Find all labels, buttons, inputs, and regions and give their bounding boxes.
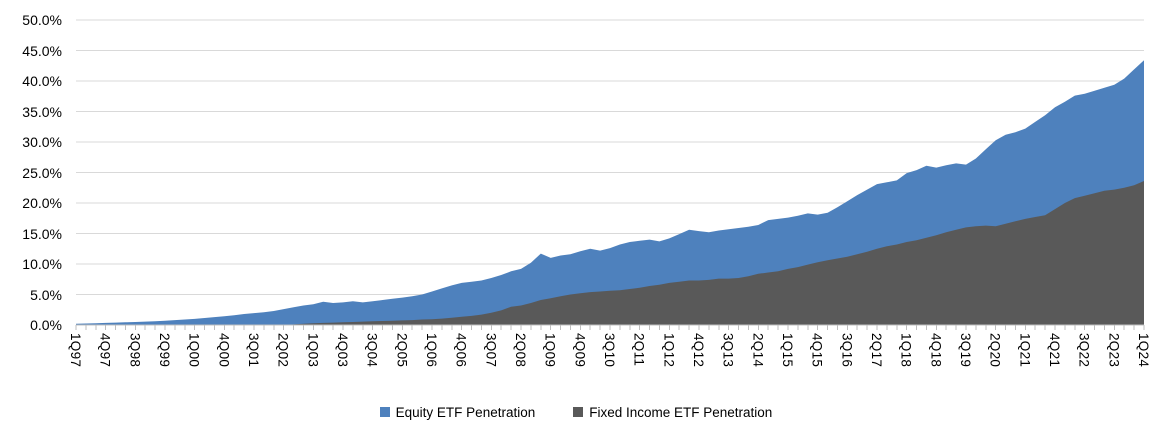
x-axis-tick-label: 4Q21 — [1047, 333, 1062, 368]
x-axis-tick-label: 3Q98 — [127, 333, 143, 368]
x-axis-tick-label: 3Q16 — [839, 333, 855, 368]
y-axis-tick-label: 10.0% — [22, 256, 62, 272]
legend-item-fixed-income: Fixed Income ETF Penetration — [573, 405, 772, 420]
x-axis-tick-label: 3Q01 — [246, 333, 261, 368]
x-axis-tick-label: 2Q17 — [869, 333, 884, 368]
y-axis-tick-label: 45.0% — [22, 42, 62, 59]
x-axis-tick-label: 1Q09 — [542, 333, 558, 368]
y-axis-tick-label: 15.0% — [22, 225, 62, 242]
x-axis-tick-label: 2Q14 — [750, 333, 766, 368]
y-axis-tick-label: 25.0% — [22, 164, 62, 181]
x-axis-tick-label: 3Q19 — [958, 333, 973, 368]
x-axis-tick-label: 4Q15 — [809, 333, 825, 368]
y-axis-tick-label: 30.0% — [22, 134, 62, 150]
x-axis-tick-label: 2Q05 — [394, 333, 410, 368]
x-axis-tick-label: 2Q20 — [987, 333, 1003, 368]
legend-item-equity: Equity ETF Penetration — [379, 404, 536, 420]
x-axis-tick-label: 1Q00 — [186, 333, 202, 368]
y-axis-tick-label: 20.0% — [22, 195, 62, 211]
y-axis-tick-label: 40.0% — [22, 73, 62, 89]
x-axis-tick-label: 4Q97 — [97, 333, 113, 368]
x-axis-tick-label: 1Q24 — [1136, 333, 1151, 368]
x-axis-tick-label: 1Q03 — [305, 333, 321, 368]
x-axis-tick-label: 4Q06 — [453, 333, 469, 368]
x-axis-tick-label: 2Q02 — [275, 333, 291, 368]
x-axis-tick-label: 2Q23 — [1106, 333, 1122, 368]
x-axis-tick-label: 4Q03 — [335, 333, 350, 368]
x-axis-tick-label: 4Q00 — [216, 333, 232, 368]
y-axis-tick-label: 35.0% — [22, 103, 62, 120]
y-axis-tick-label: 5.0% — [30, 286, 62, 303]
x-axis-tick-label: 3Q13 — [720, 333, 736, 368]
fixed-income-area-series — [76, 181, 1144, 325]
x-axis-tick-label: 1Q15 — [780, 333, 795, 368]
x-axis-tick-label: 2Q11 — [631, 333, 647, 367]
legend-swatch-fixed-income-icon — [573, 407, 584, 417]
x-axis-tick-label: 3Q10 — [602, 333, 617, 368]
legend-label-equity: Equity ETF Penetration — [395, 404, 536, 420]
x-axis-tick-label: 3Q07 — [483, 333, 499, 368]
x-axis-tick-label: 1Q21 — [1017, 333, 1033, 368]
y-axis-tick-label: 50.0% — [22, 12, 62, 28]
x-axis-tick-label: 2Q99 — [157, 333, 172, 368]
x-axis-tick-label: 1Q06 — [424, 333, 439, 368]
x-axis-tick-label: 4Q09 — [572, 333, 588, 368]
x-axis-tick-label: 1Q97 — [68, 333, 83, 368]
x-axis-tick-label: 1Q12 — [661, 333, 677, 368]
chart-legend: Equity ETF Penetration Fixed Income ETF … — [0, 401, 1152, 423]
legend-label-fixed-income: Fixed Income ETF Penetration — [589, 404, 773, 420]
x-axis-tick-label: 1Q18 — [898, 333, 914, 368]
legend-swatch-equity-icon — [379, 407, 390, 417]
x-axis-tick-label: 4Q12 — [691, 333, 706, 368]
x-axis-tick-label: 3Q04 — [364, 333, 380, 368]
x-axis-tick-label: 4Q18 — [928, 333, 944, 368]
y-axis-tick-label: 0.0% — [30, 317, 62, 333]
x-axis-tick-label: 2Q08 — [513, 333, 528, 368]
x-axis-tick-label: 3Q22 — [1076, 333, 1092, 368]
